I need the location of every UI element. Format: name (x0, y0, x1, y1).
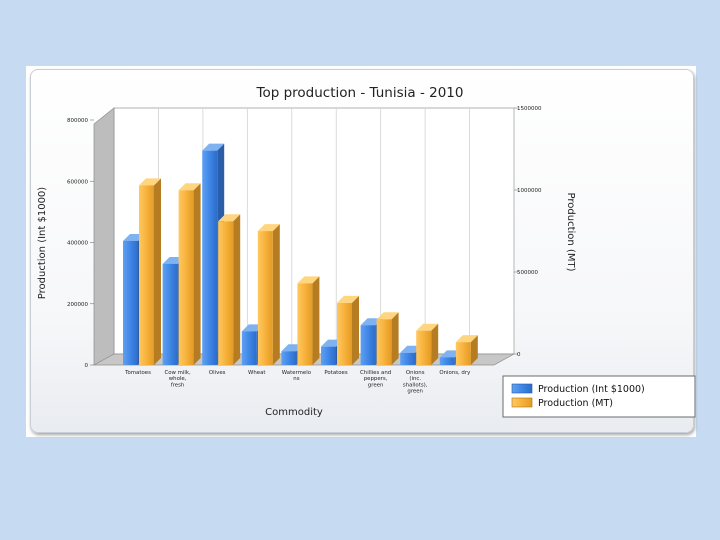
bar-series-1-front (281, 351, 297, 365)
y-right-tick-label: 1500000 (517, 106, 542, 112)
bar-series-2 (337, 295, 359, 365)
bar-series-2-top (376, 312, 399, 320)
x-category-label: Chillies and (360, 370, 391, 376)
bar-series-2-front (455, 342, 471, 365)
bar-series-2-side (352, 295, 359, 365)
bar-series-2-front (416, 330, 432, 365)
x-category-label: Wheat (248, 370, 265, 376)
bar-series-1-front (360, 325, 376, 365)
y-axis-right-title: Production (MT) (565, 193, 576, 272)
bar-series-1-top (202, 143, 225, 151)
y-left-tick-label: 400000 (67, 241, 88, 247)
bar-series-2-top (455, 335, 478, 343)
bar-series-2-front (139, 185, 154, 365)
bar-series-2-front (297, 283, 313, 365)
bar-series-2 (218, 214, 241, 365)
legend-label-series-1: Production (Int $1000) (538, 384, 645, 395)
bar-series-2-side (431, 323, 439, 365)
y-right-tick-label: 1000000 (517, 188, 542, 194)
x-category-label: green (368, 382, 384, 388)
bar-series-2-front (178, 190, 194, 365)
bar-series-1-front (162, 263, 178, 365)
y-right-tick-label: 0 (517, 352, 521, 358)
bar-series-2-side (391, 312, 399, 365)
bar-series-2 (297, 276, 320, 365)
x-category-label: fresh (171, 382, 185, 388)
x-category-label: Olives (209, 370, 226, 376)
x-category-label: Tomatoes (124, 370, 151, 376)
bar-series-2-top (257, 224, 280, 232)
bar-series-2-side (312, 276, 320, 365)
x-category-label: whole, (169, 376, 187, 382)
y-right-tick-label: 500000 (517, 270, 538, 276)
bar-series-1-front (439, 357, 455, 365)
x-category-label: Cow milk, (164, 370, 191, 376)
x-category-label: peppers, (364, 376, 388, 382)
x-axis-title: Commodity (265, 407, 323, 418)
y-left-tick-label: 200000 (67, 302, 88, 308)
x-category-label: ns (293, 376, 299, 382)
bar-series-2-top (416, 323, 439, 331)
legend-box (502, 375, 696, 418)
side-wall (93, 107, 115, 366)
x-category-label: green (407, 389, 423, 395)
bar-series-2-top (297, 276, 320, 284)
x-category-label: shallots), (403, 382, 428, 388)
bar-series-2 (139, 178, 161, 365)
bar-series-2-front (376, 319, 392, 365)
bar-series-2 (257, 224, 280, 365)
bar-series-2 (376, 312, 399, 365)
bar-series-2-top (337, 295, 359, 303)
chart-title: Top production - Tunisia - 2010 (256, 85, 464, 101)
y-left-tick-label: 600000 (67, 179, 88, 185)
y-left-tick-label: 800000 (67, 118, 88, 124)
plot-area: 0 200000 400000 600000 800000 0 500000 1000000 1… (67, 106, 542, 395)
bar-series-2-front (218, 221, 234, 365)
bar-series-2-top (139, 178, 161, 186)
x-category-label: Watermelo (282, 370, 311, 376)
bar-series-2 (178, 183, 201, 365)
legend-swatch-series-2 (511, 397, 533, 408)
bar-series-1-front (400, 352, 416, 365)
x-category-label: (inc. (409, 376, 421, 382)
bar-series-2-side (272, 224, 280, 365)
x-category-label: Onions (406, 370, 425, 376)
bar-series-1-front (241, 331, 257, 365)
x-category-label: Potatoes (324, 370, 348, 376)
bar-series-2-top (218, 214, 241, 222)
legend-swatch-series-1 (511, 383, 533, 394)
x-category-label: Onions, dry (439, 370, 471, 376)
bar-series-2 (455, 335, 478, 365)
bar-series-2-front (337, 302, 352, 365)
bar-series-2-side (154, 178, 161, 365)
legend-label-series-2: Production (MT) (538, 398, 613, 409)
legend: Production (Int $1000) Production (MT) (502, 375, 696, 418)
bar-series-1-front (123, 240, 138, 365)
y-axis-left-title: Production (Int $1000) (37, 187, 48, 299)
bar-series-1-front (321, 346, 336, 365)
bar-series-2-top (178, 183, 201, 191)
bar-series-2 (416, 323, 439, 365)
bar-series-2-side (233, 214, 241, 365)
bar-series-2-side (193, 183, 201, 365)
bar-series-2-side (470, 335, 478, 365)
bar-series-1-front (202, 150, 218, 365)
bar-series-2-front (257, 231, 273, 365)
y-left-tick-label: 0 (85, 363, 89, 369)
